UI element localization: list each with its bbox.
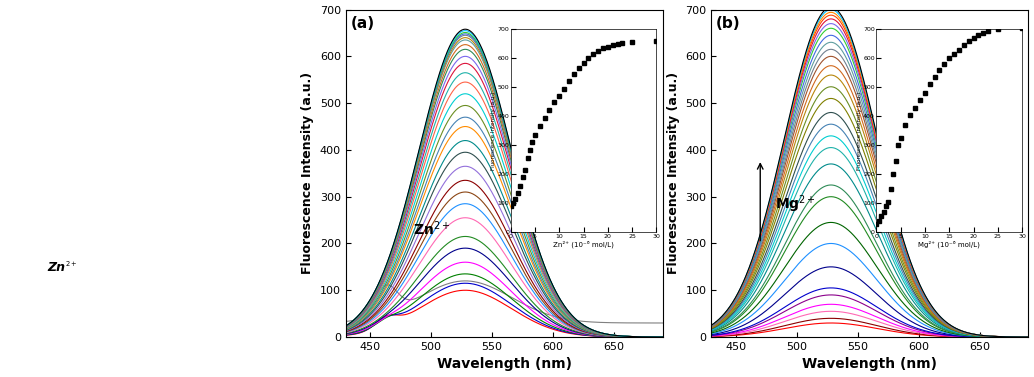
Text: $^{2+}$: $^{2+}$: [65, 261, 78, 271]
Text: Zn$^{2+}$: Zn$^{2+}$: [413, 219, 450, 238]
Text: (b): (b): [717, 16, 740, 31]
X-axis label: Wavelength (nm): Wavelength (nm): [802, 357, 938, 371]
Text: Mg$^{2+}$: Mg$^{2+}$: [774, 193, 816, 215]
Y-axis label: Fluorescence Intensity (a.u.): Fluorescence Intensity (a.u.): [667, 72, 680, 274]
Text: (a): (a): [351, 16, 374, 31]
X-axis label: Wavelength (nm): Wavelength (nm): [436, 357, 572, 371]
Text: Zn: Zn: [48, 261, 65, 274]
Y-axis label: Fluorescence Intensity (a.u.): Fluorescence Intensity (a.u.): [301, 72, 314, 274]
